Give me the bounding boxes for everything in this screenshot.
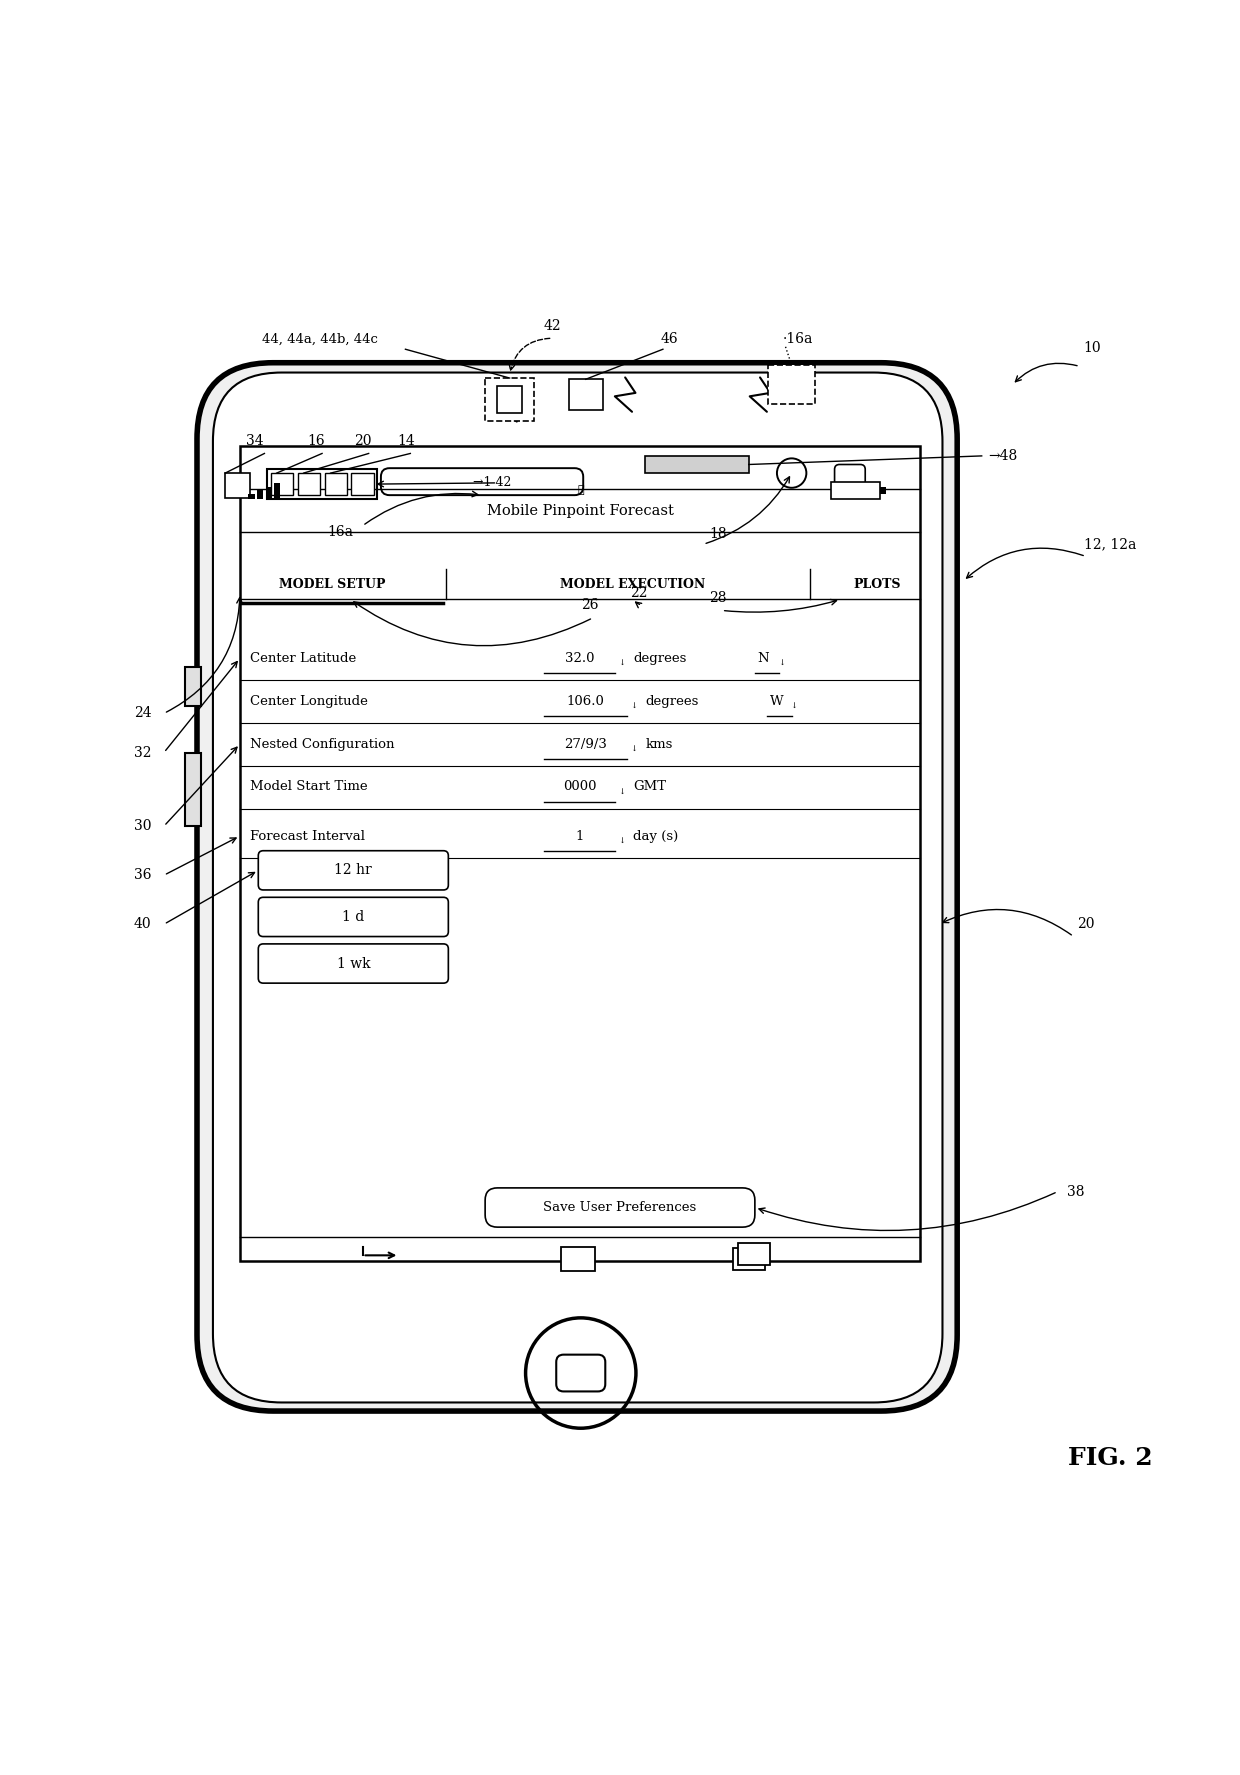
Text: degrees: degrees bbox=[634, 651, 687, 664]
Text: degrees: degrees bbox=[646, 694, 699, 708]
Bar bbox=[270, 474, 293, 495]
Text: FIG. 2: FIG. 2 bbox=[1068, 1445, 1153, 1470]
Text: 18: 18 bbox=[709, 527, 727, 541]
Text: 106.0: 106.0 bbox=[567, 694, 605, 708]
Text: Center Longitude: Center Longitude bbox=[249, 694, 367, 708]
Bar bbox=[497, 385, 522, 414]
Bar bbox=[257, 490, 263, 499]
Text: 24: 24 bbox=[134, 706, 151, 721]
Text: Nested Configuration: Nested Configuration bbox=[249, 738, 394, 751]
Text: W: W bbox=[770, 694, 784, 708]
Text: 12, 12a: 12, 12a bbox=[1084, 538, 1137, 552]
Text: 44, 44a, 44b, 44c: 44, 44a, 44b, 44c bbox=[262, 334, 377, 346]
Bar bbox=[265, 486, 272, 499]
Text: 1 wk: 1 wk bbox=[336, 957, 370, 971]
FancyBboxPatch shape bbox=[258, 850, 449, 889]
Text: N: N bbox=[758, 651, 769, 664]
Bar bbox=[568, 380, 603, 410]
Text: 36: 36 bbox=[134, 868, 151, 882]
Text: ↓: ↓ bbox=[618, 659, 625, 667]
FancyBboxPatch shape bbox=[835, 465, 866, 486]
Text: 16: 16 bbox=[308, 435, 325, 449]
Bar bbox=[226, 474, 249, 497]
Text: 46: 46 bbox=[660, 332, 678, 346]
Bar bbox=[562, 1246, 595, 1271]
Text: kms: kms bbox=[646, 738, 673, 751]
Text: 28: 28 bbox=[709, 591, 727, 605]
Text: Model Start Time: Model Start Time bbox=[249, 781, 367, 793]
Bar bbox=[831, 481, 880, 499]
Text: Center Latitude: Center Latitude bbox=[249, 651, 356, 664]
Text: 1: 1 bbox=[575, 829, 584, 843]
FancyBboxPatch shape bbox=[381, 469, 583, 495]
Text: Save User Preferences: Save User Preferences bbox=[543, 1202, 697, 1214]
Text: ⚿: ⚿ bbox=[578, 485, 584, 495]
Text: Forecast Interval: Forecast Interval bbox=[249, 829, 365, 843]
Bar bbox=[769, 366, 815, 405]
Bar bbox=[645, 456, 749, 474]
FancyBboxPatch shape bbox=[557, 1354, 605, 1392]
Bar bbox=[248, 493, 254, 499]
Text: ↓: ↓ bbox=[618, 836, 625, 845]
Bar bbox=[274, 483, 280, 499]
Bar bbox=[185, 753, 201, 825]
Text: 40: 40 bbox=[134, 918, 151, 932]
Bar bbox=[880, 486, 887, 493]
Bar bbox=[485, 378, 534, 421]
FancyBboxPatch shape bbox=[213, 373, 942, 1402]
Text: 42: 42 bbox=[544, 320, 562, 334]
Text: ↓: ↓ bbox=[791, 703, 797, 710]
Text: 20: 20 bbox=[353, 435, 371, 449]
Text: ↓: ↓ bbox=[630, 746, 637, 753]
Bar bbox=[733, 1248, 765, 1271]
Text: 27/9/3: 27/9/3 bbox=[564, 738, 608, 751]
Bar bbox=[239, 446, 920, 1262]
Text: 26: 26 bbox=[580, 598, 598, 612]
Bar bbox=[325, 474, 346, 495]
Text: 12 hr: 12 hr bbox=[335, 863, 372, 877]
Bar bbox=[298, 474, 320, 495]
Bar bbox=[185, 667, 201, 706]
Text: PLOTS: PLOTS bbox=[853, 577, 901, 591]
Text: 20: 20 bbox=[1078, 918, 1095, 932]
Text: →1 42: →1 42 bbox=[472, 476, 511, 490]
FancyBboxPatch shape bbox=[197, 362, 957, 1411]
FancyBboxPatch shape bbox=[258, 944, 449, 983]
Text: 38: 38 bbox=[1068, 1184, 1085, 1198]
Bar bbox=[351, 474, 373, 495]
Text: 10: 10 bbox=[1084, 341, 1101, 355]
Text: 32.0: 32.0 bbox=[564, 651, 594, 664]
Bar bbox=[738, 1242, 770, 1266]
Text: 0000: 0000 bbox=[563, 781, 596, 793]
FancyBboxPatch shape bbox=[258, 898, 449, 937]
Text: ↓: ↓ bbox=[618, 788, 625, 795]
Text: GMT: GMT bbox=[634, 781, 666, 793]
Text: 16a: 16a bbox=[327, 525, 353, 540]
Text: 32: 32 bbox=[134, 746, 151, 760]
Text: MODEL EXECUTION: MODEL EXECUTION bbox=[559, 577, 704, 591]
Bar bbox=[267, 469, 377, 499]
Text: ↓: ↓ bbox=[779, 659, 785, 667]
Text: 14: 14 bbox=[398, 435, 415, 449]
Text: →48: →48 bbox=[988, 449, 1017, 463]
Text: 34: 34 bbox=[246, 435, 263, 449]
FancyBboxPatch shape bbox=[485, 1187, 755, 1227]
Text: 1 d: 1 d bbox=[342, 911, 365, 925]
Text: day (s): day (s) bbox=[634, 829, 678, 843]
Text: MODEL SETUP: MODEL SETUP bbox=[279, 577, 386, 591]
Text: 30: 30 bbox=[134, 820, 151, 832]
Text: ·16a: ·16a bbox=[782, 332, 813, 346]
Text: 22: 22 bbox=[630, 586, 647, 600]
Text: ↓: ↓ bbox=[630, 703, 637, 710]
Text: Mobile Pinpoint Forecast: Mobile Pinpoint Forecast bbox=[487, 504, 675, 518]
